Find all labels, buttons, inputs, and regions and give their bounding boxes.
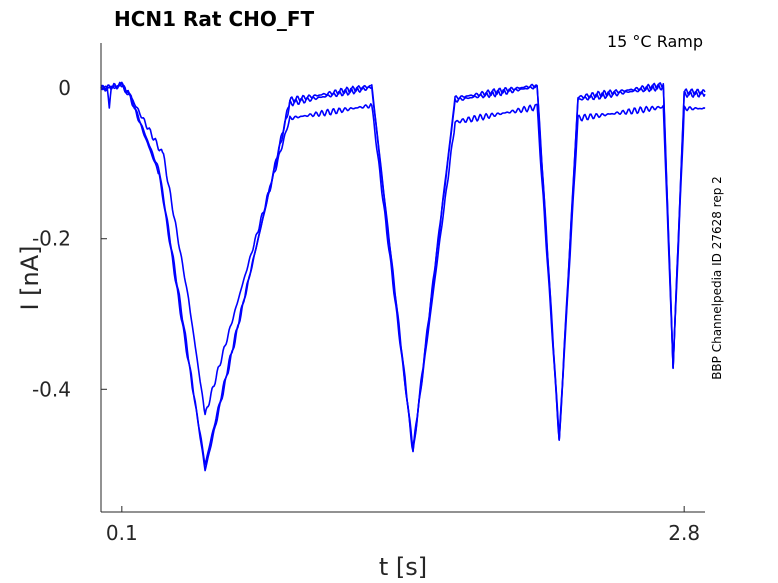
series-line-3 [100, 82, 706, 466]
channelpedia-id-label: BBP Channelpedia ID 27628 rep 2 [710, 176, 724, 380]
series-line-2 [100, 81, 706, 449]
condition-annotation: 15 °C Ramp [607, 32, 703, 51]
y-tick-label: -0.2 [32, 227, 71, 251]
x-axis-label: t [s] [379, 553, 427, 581]
chart-title: HCN1 Rat CHO_FT [114, 7, 315, 31]
x-tick-label: 2.8 [668, 521, 700, 545]
y-tick-label: 0 [58, 76, 71, 100]
y-axis-label: I [nA] [16, 245, 44, 310]
x-tick-label: 0.1 [106, 521, 138, 545]
y-tick-label: -0.4 [32, 377, 71, 401]
series-line-1 [100, 82, 706, 472]
